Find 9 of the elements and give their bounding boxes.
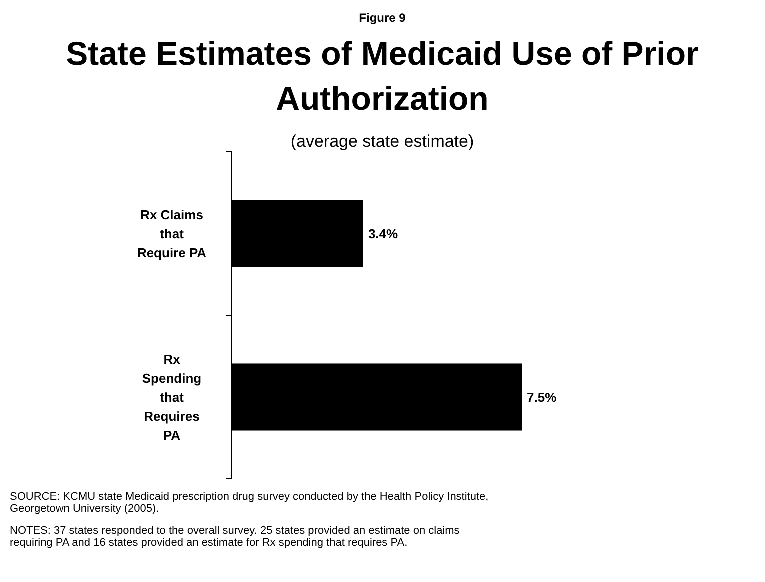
y-tick-label: Rx Spending that Requires PA — [142, 352, 202, 443]
chart-subtitle: (average state estimate) — [290, 132, 474, 151]
data-label: 7.5% — [527, 390, 558, 405]
source-note: SOURCE: KCMU state Medicaid prescription drug survey conducted by the Health Policy Institute, Georgetown University (2005). — [10, 491, 489, 515]
data-label: 3.4% — [368, 226, 399, 242]
caption: Figure 9 — [359, 11, 406, 25]
chart-title: State Estimates of Medicaid Use of Prior Authorization — [66, 35, 699, 117]
y-tick-label: Rx Claims that Require PA — [137, 207, 208, 260]
text: NOTES: 37 states responded to the overall survey. 25 states provided an estimate on claims requiring PA and 16 states provided an estimate for Rx spending that requires PA. — [10, 525, 460, 549]
